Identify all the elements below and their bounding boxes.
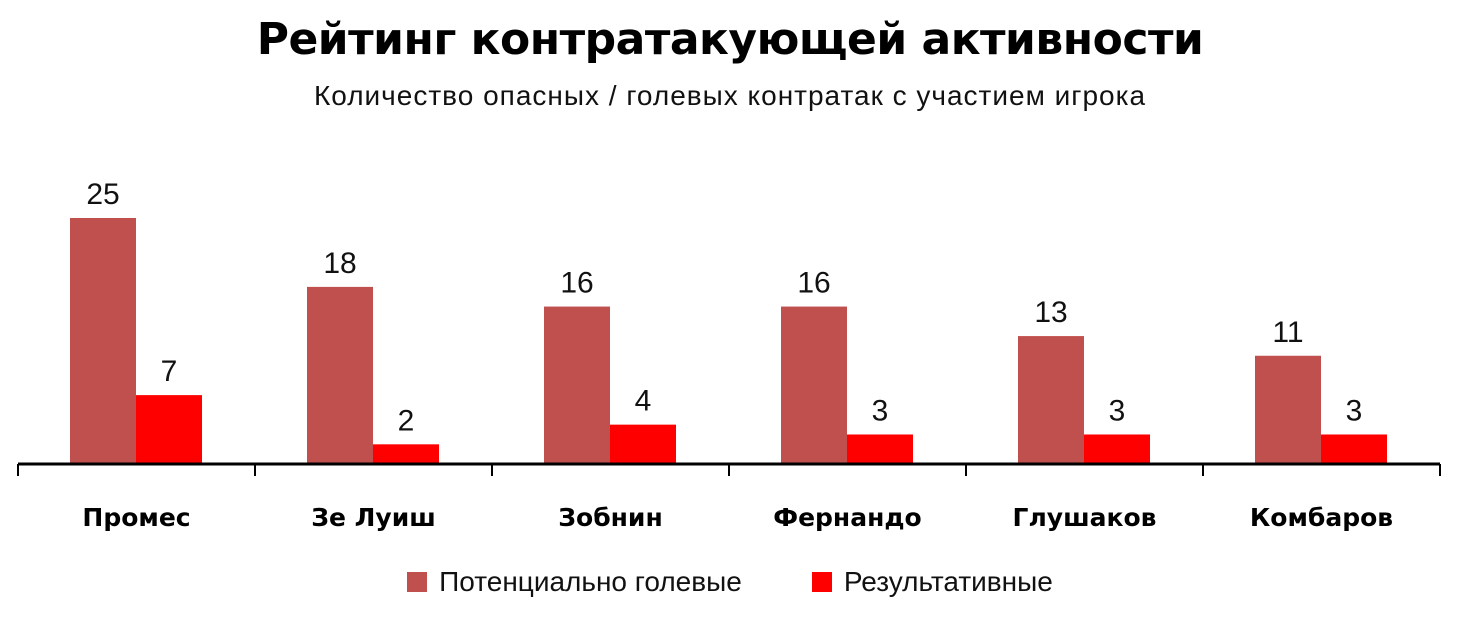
- data-label-potential-2: 16: [560, 267, 593, 300]
- bar-potential-1: [307, 286, 373, 464]
- data-label-potential-3: 16: [797, 267, 830, 300]
- chart-title: Рейтинг контратакующей активности: [256, 14, 1204, 65]
- data-label-potential-0: 25: [86, 178, 119, 211]
- chart-subtitle: Количество опасных / голевых контратак с…: [313, 80, 1147, 111]
- legend-label-potential: Потенциально голевые: [439, 566, 742, 597]
- bar-effective-0: [136, 395, 202, 464]
- data-label-effective-2: 4: [635, 385, 652, 418]
- data-label-effective-4: 3: [1109, 394, 1126, 427]
- data-label-potential-4: 13: [1034, 296, 1067, 329]
- bar-effective-4: [1084, 434, 1150, 464]
- bar-effective-3: [847, 434, 913, 464]
- data-label-potential-5: 11: [1272, 316, 1303, 349]
- bar-potential-5: [1255, 355, 1321, 464]
- legend-item-effective: Результативные: [811, 566, 1053, 598]
- data-label-effective-0: 7: [161, 355, 178, 388]
- category-label-4: Глушаков: [1013, 503, 1157, 532]
- legend-swatch-effective: [811, 572, 832, 592]
- legend-swatch-potential: [407, 572, 428, 592]
- bar-effective-5: [1321, 434, 1387, 464]
- category-label-3: Фернандо: [773, 503, 921, 532]
- bar-potential-0: [70, 218, 136, 464]
- legend-label-effective: Результативные: [843, 566, 1053, 597]
- category-label-2: Зобнин: [558, 503, 662, 532]
- legend: Потенциально голевые Результативные: [0, 566, 1460, 598]
- bar-potential-2: [544, 306, 610, 464]
- data-label-effective-5: 3: [1346, 394, 1363, 427]
- category-label-5: Комбаров: [1250, 503, 1393, 532]
- bar-effective-1: [373, 444, 439, 464]
- legend-item-potential: Потенциально голевые: [407, 566, 742, 598]
- data-label-effective-1: 2: [398, 404, 415, 437]
- data-label-potential-1: 18: [323, 247, 356, 280]
- bar-potential-3: [781, 306, 847, 464]
- bar-potential-4: [1018, 336, 1084, 464]
- category-label-1: Зе Луиш: [311, 503, 436, 532]
- data-label-effective-3: 3: [872, 394, 889, 427]
- category-label-0: Промес: [82, 503, 190, 532]
- bar-effective-2: [610, 424, 676, 464]
